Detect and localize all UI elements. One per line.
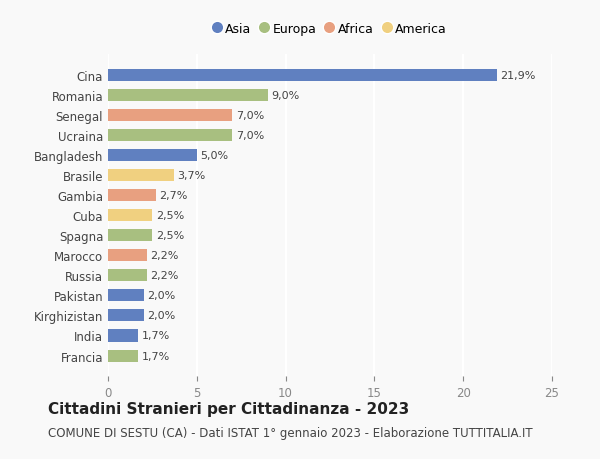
Text: 2,2%: 2,2% — [151, 271, 179, 281]
Text: 21,9%: 21,9% — [500, 71, 536, 81]
Bar — [108, 210, 152, 222]
Text: 3,7%: 3,7% — [177, 171, 206, 181]
Text: 5,0%: 5,0% — [200, 151, 229, 161]
Bar — [108, 90, 268, 102]
Bar — [108, 130, 232, 142]
Text: 9,0%: 9,0% — [271, 91, 299, 101]
Bar — [108, 110, 232, 122]
Bar — [108, 190, 156, 202]
Text: 2,2%: 2,2% — [151, 251, 179, 261]
Bar — [108, 330, 138, 342]
Legend: Asia, Europa, Africa, America: Asia, Europa, Africa, America — [210, 20, 450, 40]
Text: 1,7%: 1,7% — [142, 351, 170, 361]
Text: 2,7%: 2,7% — [160, 191, 188, 201]
Text: 2,0%: 2,0% — [147, 291, 175, 301]
Text: 2,5%: 2,5% — [156, 211, 184, 221]
Text: Cittadini Stranieri per Cittadinanza - 2023: Cittadini Stranieri per Cittadinanza - 2… — [48, 401, 409, 416]
Text: 1,7%: 1,7% — [142, 331, 170, 341]
Text: 2,0%: 2,0% — [147, 311, 175, 321]
Bar — [108, 230, 152, 242]
Bar — [108, 270, 147, 282]
Bar — [108, 170, 174, 182]
Bar — [108, 250, 147, 262]
Bar — [108, 150, 197, 162]
Text: COMUNE DI SESTU (CA) - Dati ISTAT 1° gennaio 2023 - Elaborazione TUTTITALIA.IT: COMUNE DI SESTU (CA) - Dati ISTAT 1° gen… — [48, 426, 533, 439]
Text: 7,0%: 7,0% — [236, 131, 264, 141]
Bar — [108, 350, 138, 362]
Text: 7,0%: 7,0% — [236, 111, 264, 121]
Bar — [108, 310, 143, 322]
Bar — [108, 70, 497, 82]
Text: 2,5%: 2,5% — [156, 231, 184, 241]
Bar — [108, 290, 143, 302]
